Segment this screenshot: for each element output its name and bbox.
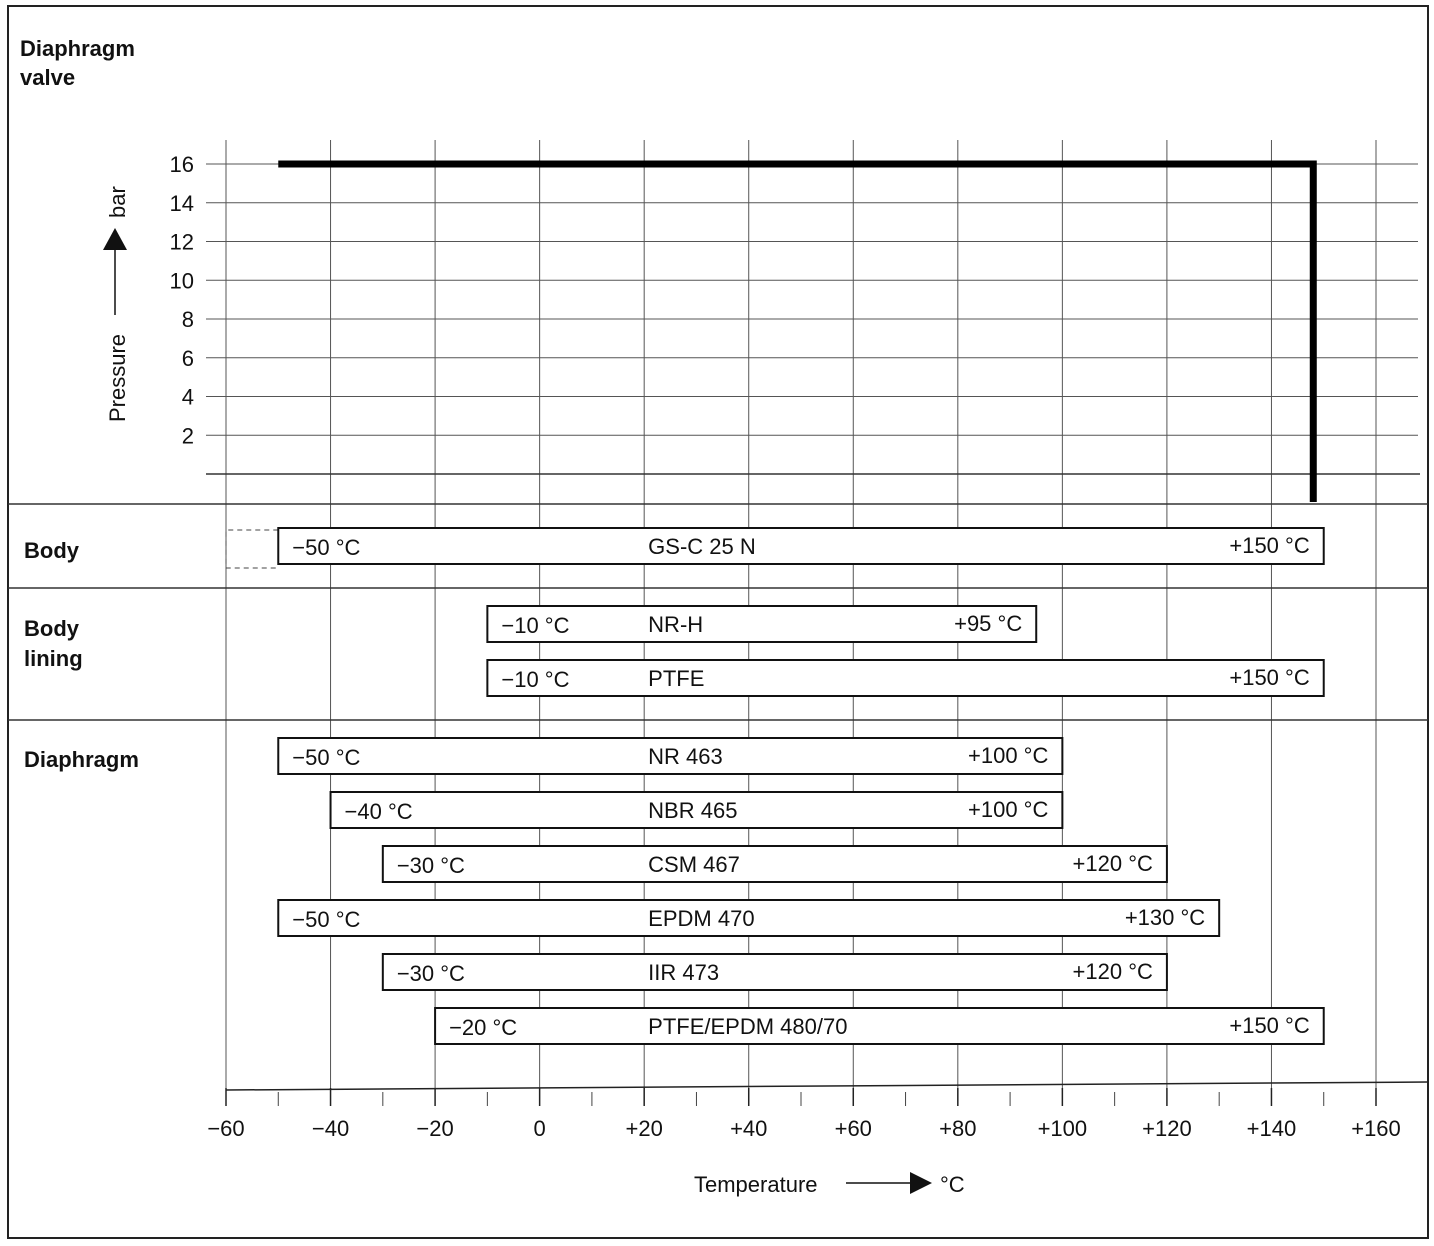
temperature-tick-label: −40 (312, 1116, 349, 1141)
bar-max-label: +150 °C (1229, 533, 1309, 558)
chart-title-line: Diaphragm (20, 36, 135, 61)
chart-title: Diaphragm valve (20, 36, 135, 90)
bar-material-label: CSM 467 (648, 852, 740, 877)
pressure-limit-line (278, 160, 1317, 502)
temperature-tick-label: +40 (730, 1116, 767, 1141)
material-bar (277, 527, 1325, 565)
bar-max-label: +100 °C (968, 797, 1048, 822)
pressure-tick-label: 8 (182, 307, 194, 332)
pressure-tick-label: 14 (170, 191, 194, 216)
temperature-tick-label: +20 (626, 1116, 663, 1141)
pressure-chart: 2 4 6 8 10 12 14 16 Pressure bar (103, 152, 1317, 502)
bar-min-label: −10 °C (501, 667, 569, 692)
pressure-tick-label: 16 (170, 152, 194, 177)
temperature-axis-arrow-icon (910, 1172, 932, 1194)
bar-min-label: −50 °C (292, 907, 360, 932)
material-bar (434, 1007, 1325, 1045)
material-bars: −50 °C GS-C 25 N +150 °C −10 °C NR-H +95 °C −1… (225, 527, 1325, 1045)
material-bar (277, 899, 1221, 937)
temperature-tick-label: −60 (207, 1116, 244, 1141)
bar-max-label: +120 °C (1073, 851, 1153, 876)
temperature-axis-unit: °C (940, 1172, 965, 1197)
temperature-tick-label: +140 (1247, 1116, 1297, 1141)
bar-material-label: NR-H (648, 612, 703, 637)
section-label-line: Body (24, 538, 80, 563)
material-bar (381, 953, 1168, 991)
bar-material-label: GS-C 25 N (648, 534, 756, 559)
bar-min-label: −50 °C (292, 745, 360, 770)
temperature-axis-label: Temperature (694, 1172, 818, 1197)
material-bar (381, 845, 1168, 883)
bar-material-label: NR 463 (648, 744, 723, 769)
pressure-tick-label: 4 (182, 385, 194, 410)
temperature-tick-label: +80 (939, 1116, 976, 1141)
temperature-tick-label: 0 (534, 1116, 546, 1141)
bar-material-label: PTFE (648, 666, 704, 691)
bar-min-label: −30 °C (397, 853, 465, 878)
material-bar (277, 737, 1064, 775)
pressure-axis-label: Pressure (105, 334, 130, 422)
temperature-tick-label: +60 (835, 1116, 872, 1141)
bar-material-label: EPDM 470 (648, 906, 754, 931)
material-bar (486, 659, 1325, 697)
pressure-axis-arrow-icon (103, 228, 127, 250)
bar-min-label: −30 °C (397, 961, 465, 986)
section-label: Diaphragm (24, 747, 139, 772)
bar-max-label: +120 °C (1073, 959, 1153, 984)
section-label: Body lining (24, 616, 83, 671)
section-label: Body (24, 538, 80, 563)
temperature-tick-label: +100 (1038, 1116, 1088, 1141)
bar-max-label: +100 °C (968, 743, 1048, 768)
section-label-line: lining (24, 646, 83, 671)
section-labels: Diaphragm valve Body Body lining Diaphragm (20, 36, 139, 772)
bar-min-label: −10 °C (501, 613, 569, 638)
chart-title-line: valve (20, 65, 75, 90)
bar-min-label: −50 °C (292, 535, 360, 560)
pressure-axis-unit: bar (105, 186, 130, 218)
bar-material-label: IIR 473 (648, 960, 719, 985)
pressure-tick-label: 10 (170, 268, 194, 293)
bar-max-label: +150 °C (1229, 665, 1309, 690)
pressure-tick-label: 12 (170, 230, 194, 255)
chart-frame (7, 5, 1429, 1239)
bar-max-label: +150 °C (1229, 1013, 1309, 1038)
bar-material-label: NBR 465 (648, 798, 737, 823)
section-separators (8, 503, 1428, 721)
bar-dashed-extension (225, 529, 279, 569)
pressure-tick-label: 6 (182, 346, 194, 371)
section-label-line: Diaphragm (24, 747, 139, 772)
temperature-tick-label: −20 (416, 1116, 453, 1141)
temperature-tick-label: +160 (1351, 1116, 1401, 1141)
temperature-axis: −60 −40 −20 0 +20 +40 +60 +80 +100 +120 +140 +160 Te… (207, 1081, 1429, 1197)
pressure-tick-label: 2 (182, 423, 194, 448)
section-label-line: Body (24, 616, 80, 641)
bar-material-label: PTFE/EPDM 480/70 (648, 1014, 847, 1039)
bar-min-label: −20 °C (449, 1015, 517, 1040)
temperature-axis-line (225, 1081, 1429, 1091)
bar-max-label: +130 °C (1125, 905, 1205, 930)
material-bar (486, 605, 1038, 643)
bar-min-label: −40 °C (345, 799, 413, 824)
temperature-tick-label: +120 (1142, 1116, 1192, 1141)
material-bar (329, 791, 1064, 829)
bar-max-label: +95 °C (954, 611, 1022, 636)
